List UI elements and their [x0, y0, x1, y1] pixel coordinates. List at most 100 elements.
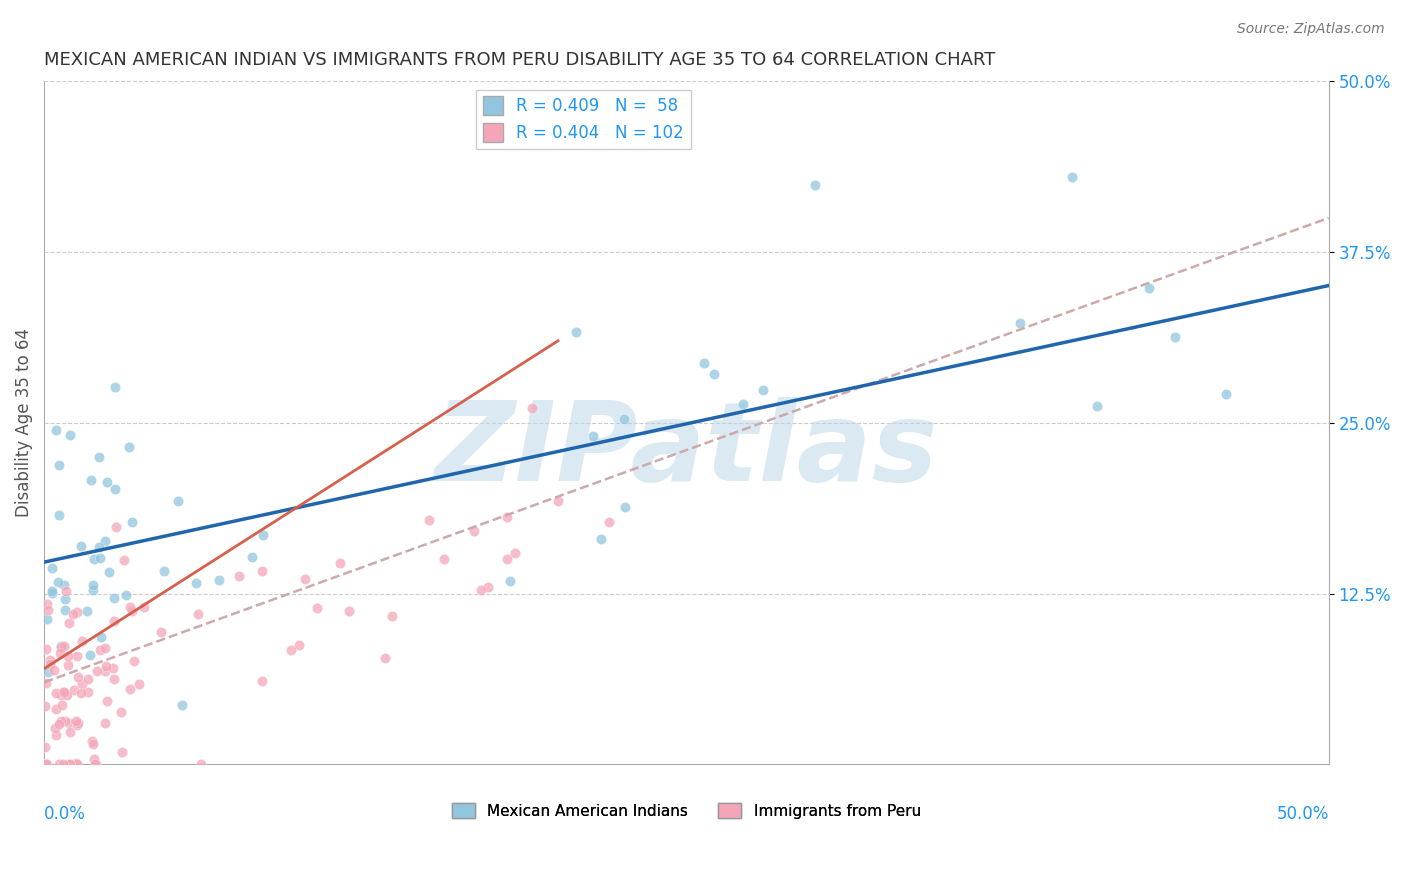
Point: [112, 553, 135, 567]
Point: [59, 725, 82, 739]
Point: [52, 757, 75, 772]
Point: [65, 605, 87, 619]
Point: [58, 616, 80, 631]
Point: [693, 356, 716, 370]
Point: [53, 578, 76, 592]
Point: [111, 745, 134, 759]
Point: [1087, 399, 1109, 413]
Point: [733, 397, 755, 411]
Point: [1010, 316, 1032, 330]
Point: [190, 757, 212, 772]
Point: [565, 326, 588, 340]
Point: [121, 515, 143, 529]
Y-axis label: Disability Age 35 to 64: Disability Age 35 to 64: [15, 328, 32, 517]
Point: [53, 603, 76, 617]
Point: [305, 600, 328, 615]
Point: [58, 715, 80, 730]
Point: [89, 643, 111, 657]
Point: [522, 401, 544, 415]
Point: [82, 737, 104, 751]
Point: [37, 665, 59, 679]
Point: [59, 428, 82, 442]
Point: [70, 686, 93, 700]
Point: [39, 657, 62, 672]
Point: [103, 591, 125, 606]
Point: [66, 648, 89, 663]
Point: [41, 586, 63, 600]
Point: [53, 714, 76, 728]
Point: [104, 482, 127, 496]
Point: [84, 757, 107, 772]
Point: [122, 654, 145, 668]
Point: [591, 532, 613, 546]
Point: [703, 367, 725, 381]
Point: [547, 494, 569, 508]
Point: [128, 676, 150, 690]
Point: [34, 699, 56, 714]
Point: [35, 612, 58, 626]
Point: [66, 757, 89, 772]
Point: [118, 600, 141, 615]
Point: [94, 533, 117, 548]
Point: [58, 648, 80, 663]
Point: [613, 500, 636, 515]
Point: [39, 652, 62, 666]
Text: 50.0%: 50.0%: [1277, 805, 1329, 823]
Point: [433, 551, 456, 566]
Point: [96, 694, 118, 708]
Point: [53, 685, 76, 699]
Point: [118, 440, 141, 454]
Point: [45, 423, 67, 437]
Point: [381, 609, 404, 624]
Point: [240, 550, 263, 565]
Point: [89, 550, 111, 565]
Point: [52, 685, 75, 699]
Point: [172, 698, 194, 713]
Point: [44, 664, 66, 678]
Point: [96, 475, 118, 490]
Point: [53, 591, 76, 606]
Point: [65, 756, 87, 771]
Point: [82, 582, 104, 597]
Point: [67, 715, 90, 730]
Point: [150, 624, 173, 639]
Point: [103, 614, 125, 628]
Point: [294, 573, 316, 587]
Point: [120, 682, 142, 697]
Point: [121, 604, 143, 618]
Point: [94, 716, 117, 731]
Point: [1163, 330, 1185, 344]
Point: [477, 580, 499, 594]
Point: [55, 584, 77, 599]
Point: [45, 728, 67, 742]
Point: [252, 528, 274, 542]
Point: [48, 508, 70, 522]
Point: [287, 638, 309, 652]
Point: [804, 178, 827, 193]
Point: [90, 630, 112, 644]
Point: [104, 520, 127, 534]
Point: [1060, 169, 1083, 184]
Point: [48, 458, 70, 472]
Point: [48, 757, 70, 772]
Point: [153, 564, 176, 578]
Point: [41, 584, 63, 599]
Point: [280, 643, 302, 657]
Point: [79, 473, 101, 487]
Point: [752, 383, 775, 397]
Point: [418, 513, 440, 527]
Point: [48, 717, 70, 731]
Point: [77, 672, 100, 686]
Point: [34, 642, 56, 657]
Point: [110, 706, 132, 720]
Point: [134, 600, 156, 615]
Text: 0.0%: 0.0%: [44, 805, 86, 823]
Point: [613, 412, 636, 426]
Point: [51, 698, 73, 713]
Point: [87, 450, 110, 464]
Point: [62, 607, 84, 622]
Point: [35, 598, 58, 612]
Point: [62, 682, 84, 697]
Point: [65, 714, 87, 729]
Point: [37, 603, 59, 617]
